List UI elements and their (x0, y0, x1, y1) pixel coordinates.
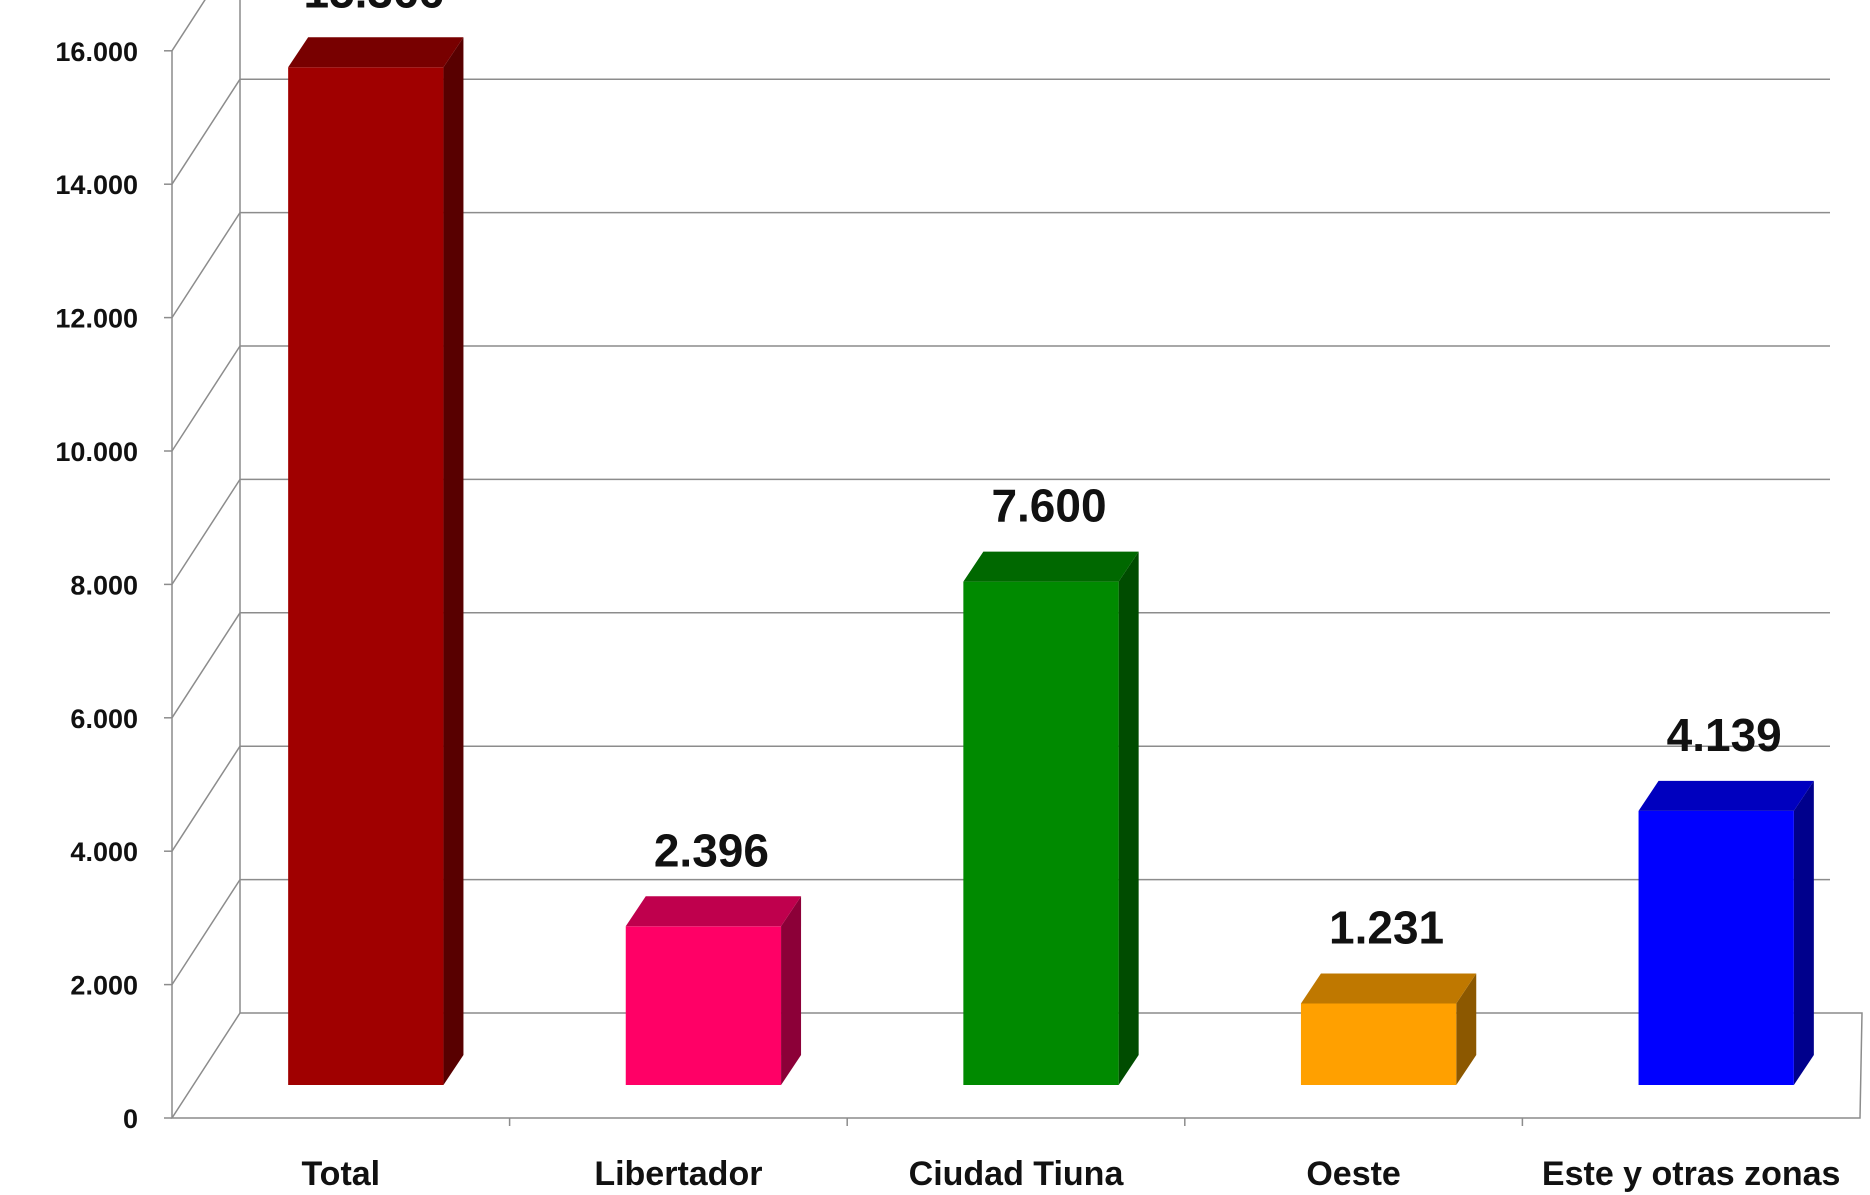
x-tick-label: Este y otras zonas (1542, 1155, 1841, 1193)
gridline-diagonal (171, 612, 241, 719)
gridline-diagonal (171, 345, 241, 452)
bar-top (288, 37, 464, 68)
data-label: 1.231 (1329, 901, 1444, 953)
data-label: 15.366 (303, 0, 444, 17)
bar-top (1638, 780, 1814, 811)
bar-side (781, 896, 802, 1085)
x-tick-label: Ciudad Tiuna (909, 1155, 1125, 1193)
gridline-diagonal (171, 745, 241, 852)
y-tick-label: 6.000 (70, 704, 138, 734)
bar: 4.139 (1638, 709, 1814, 1085)
x-axis-ticks: Total Libertador Ciudad Tiuna Oeste Este y o… (301, 1118, 1840, 1193)
bar: 2.396 (625, 824, 802, 1085)
y-axis-ticks: 0 2.000 4.000 6.000 8.000 10.000 12.000 14.000 1… (55, 37, 172, 1134)
bar-side (1793, 780, 1814, 1085)
gridline-diagonal (171, 478, 241, 585)
x-tick-label: Oeste (1306, 1155, 1401, 1193)
y-tick-label: 4.000 (70, 837, 138, 867)
bar-front (963, 581, 1119, 1085)
data-label: 2.396 (654, 824, 769, 876)
gridline-diagonal (171, 212, 241, 319)
bar-front (1300, 1003, 1457, 1085)
x-tick-label: Total (301, 1155, 380, 1193)
y-tick-label: 8.000 (70, 570, 138, 600)
bar-side (1118, 551, 1139, 1085)
data-label: 4.139 (1667, 709, 1782, 761)
bar-side (443, 37, 464, 1085)
bars: 15.366 2.396 7.600 1.231 4.139 (288, 0, 1814, 1085)
bar-top (963, 551, 1139, 582)
y-tick-label: 2.000 (70, 971, 138, 1001)
bar-side (1456, 973, 1477, 1085)
bar: 15.366 (288, 0, 464, 1085)
chart-floor (170, 1012, 1863, 1119)
bar-front (1638, 810, 1794, 1085)
data-label: 7.600 (991, 480, 1106, 532)
bar: 1.231 (1300, 901, 1477, 1085)
x-tick-label: Libertador (594, 1155, 762, 1193)
bar-top (625, 896, 802, 927)
y-tick-label: 14.000 (55, 170, 138, 200)
bar-top (1300, 973, 1477, 1004)
y-tick-label: 16.000 (55, 37, 138, 67)
gridline-diagonal (171, 78, 241, 185)
bar-front (288, 67, 444, 1085)
y-tick-label: 0 (123, 1104, 138, 1134)
bar: 7.600 (963, 480, 1139, 1085)
gridline-diagonal (171, 879, 241, 986)
y-tick-label: 12.000 (55, 304, 138, 334)
gridline-diagonal (171, 0, 206, 52)
y-tick-label: 10.000 (55, 437, 138, 467)
bar-front (625, 926, 782, 1085)
